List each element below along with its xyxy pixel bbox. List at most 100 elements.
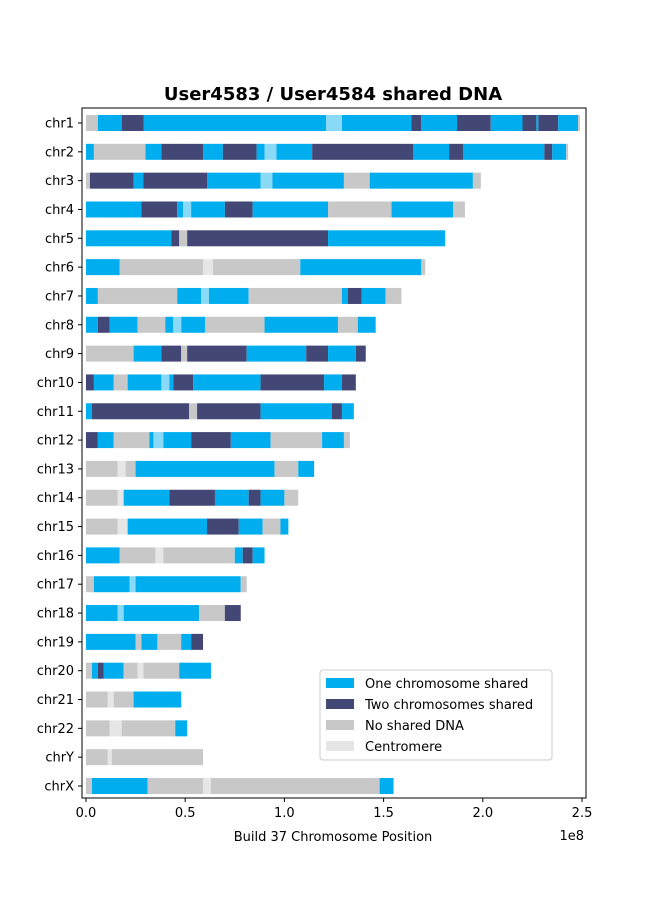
chr4-segment-one (191, 201, 225, 218)
x-tick-label: 2.5 (572, 806, 593, 821)
chr10-segment-none (113, 374, 128, 391)
chr4-segment-two (224, 201, 253, 218)
chr2-segment-two (544, 143, 553, 160)
chr5-segment-none (179, 230, 188, 247)
chr1-segment-one (421, 115, 458, 131)
chr16-segment-none (119, 547, 156, 564)
chr9-segment-two (306, 345, 329, 362)
y-tick-label: chr18 (37, 607, 74, 622)
chr13-segment-none (274, 460, 299, 477)
chr8-segment-one (109, 316, 138, 333)
chrX-segment-one (379, 778, 394, 794)
chr7-segment-one (177, 287, 202, 304)
x-axis: 0.0 0.5 1.0 1.5 2.0 2.5 (76, 798, 593, 821)
y-tick-label: chr12 (37, 434, 74, 449)
chr10-segment-two (260, 374, 325, 391)
chr22-segment-one (175, 720, 188, 737)
y-tick-label: chr17 (37, 578, 74, 593)
chr1-segment-one (341, 115, 412, 131)
chr3-segment-none (343, 172, 370, 189)
chr5-segment-one (85, 230, 172, 247)
chromosome-bars (85, 115, 581, 794)
chr3-segment-one (207, 172, 261, 189)
chr20-segment-none (143, 662, 180, 679)
chr4-segment-centromere (183, 201, 192, 218)
chr10-segment-one (324, 374, 342, 391)
chr6-segment-one (300, 259, 422, 276)
chr8-segment-one (264, 316, 338, 333)
chr12-segment-none (113, 432, 150, 449)
chr2-segment-one (85, 143, 94, 160)
chr10-segment-two (173, 374, 194, 391)
chr21-segment-none (85, 691, 108, 708)
chr11-segment-none (189, 403, 198, 420)
y-tick-label: chr22 (37, 722, 74, 737)
y-tick-label: chr10 (37, 376, 74, 391)
y-tick-label: chr3 (45, 174, 74, 189)
chr1-segment-one (490, 115, 523, 131)
chr17-segment-one (93, 576, 130, 593)
chr1-segment-none (578, 115, 581, 131)
chr15-segment-centromere_gray (117, 518, 128, 535)
chr3-segment-two (89, 172, 134, 189)
chr7-segment-none (385, 287, 402, 304)
chrX-segment-one (91, 778, 148, 794)
legend-label-none: No shared DNA (365, 719, 464, 734)
chr7-segment-one (341, 287, 348, 304)
legend-box (319, 669, 553, 761)
chr5-segment-one (328, 230, 446, 247)
chr14-segment-two (248, 489, 261, 506)
chr12-segment-one (230, 432, 271, 449)
chr8-segment-none (137, 316, 166, 333)
chr12-segment-centromere (153, 432, 164, 449)
chr1-segment-two (121, 115, 144, 131)
x-tick-label: 2.0 (472, 806, 493, 821)
chr18-segment-two (224, 605, 241, 622)
chr1-segment-two (538, 115, 559, 131)
x-axis-scale-label: 1e8 (559, 829, 584, 844)
chr3-segment-none (472, 172, 481, 189)
chr16-segment-two (242, 547, 253, 564)
chr2-segment-centromere (264, 143, 277, 160)
chr11-segment-two (91, 403, 190, 420)
chr2-segment-two (449, 143, 463, 160)
y-tick-label: chr15 (37, 520, 74, 535)
chr14-segment-one (123, 489, 170, 506)
plot-frame (81, 107, 587, 799)
chr8-segment-none (337, 316, 358, 333)
chr8-segment-none (205, 316, 265, 333)
chr11-segment-two (197, 403, 261, 420)
chr13-segment-one (135, 460, 275, 477)
chr17-segment-none (240, 576, 247, 593)
chr11-segment-one (85, 403, 92, 420)
chr21-segment-centromere_gray (107, 691, 114, 708)
chr16-segment-none (163, 547, 235, 564)
y-tick-label: chr9 (45, 347, 74, 362)
chr16-segment-one (234, 547, 243, 564)
chr2-segment-two (312, 143, 414, 160)
chr22-segment-none (121, 720, 176, 737)
chr22-segment-none (85, 720, 110, 737)
chr10-segment-centromere (161, 374, 170, 391)
chr16-segment-one (85, 547, 120, 564)
legend-label-one: One chromosome shared (365, 677, 528, 692)
legend-swatch-two (326, 699, 354, 709)
y-tick-label: chr16 (37, 549, 74, 564)
chr11-segment-two (332, 403, 342, 420)
chr2-segment-one (413, 143, 450, 160)
y-tick-label: chr8 (45, 318, 74, 333)
chr2-segment-none (566, 143, 569, 160)
chr1-segment-one (558, 115, 579, 131)
chr2-segment-one (256, 143, 265, 160)
chr7-segment-none (248, 287, 342, 304)
chr20-segment-one (179, 662, 211, 679)
chr15-segment-one (238, 518, 263, 535)
chr19-segment-none (157, 633, 182, 650)
chr14-segment-two (169, 489, 215, 506)
chr6-segment-none (119, 259, 204, 276)
chr12-segment-one (163, 432, 192, 449)
y-tick-label: chr4 (45, 203, 74, 218)
chr17-segment-one (135, 576, 241, 593)
chr8-segment-one (181, 316, 206, 333)
chr20-segment-none (85, 662, 92, 679)
